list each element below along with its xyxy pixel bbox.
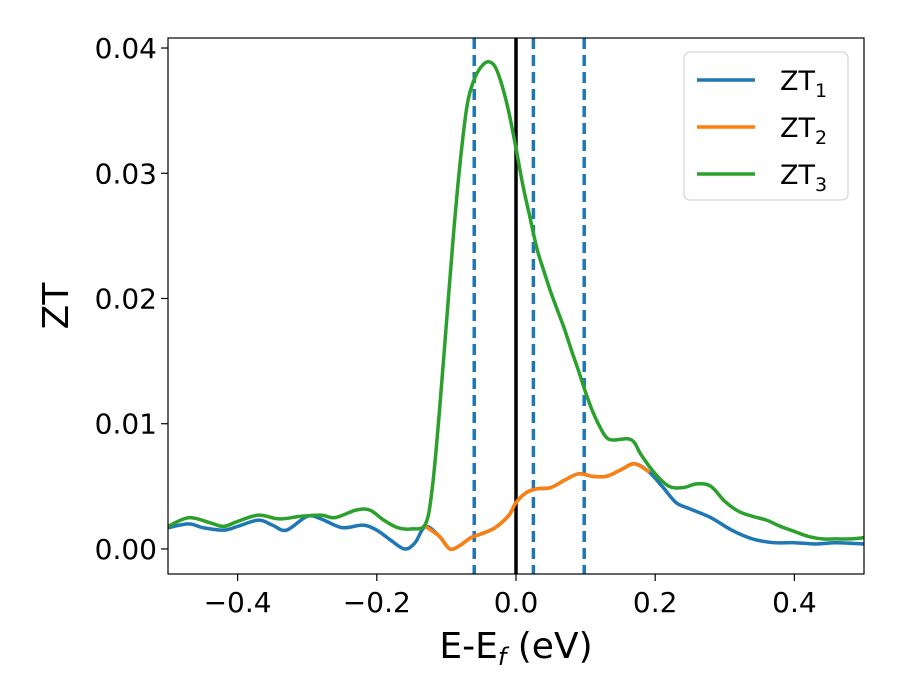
y-tick-label: 0.01 [95, 408, 157, 441]
y-axis-label: ZT [36, 282, 77, 330]
x-tick-label: 0.2 [633, 586, 678, 619]
x-tick-label: 0.4 [772, 586, 817, 619]
y-tick-label: 0.00 [95, 533, 157, 566]
vertical-reference-lines [472, 38, 586, 574]
series-line-zt2 [423, 462, 650, 552]
y-tick-label: 0.03 [95, 157, 157, 190]
x-axis-label: E-Ef (eV) [439, 626, 592, 671]
x-axis-ticks: −0.4 −0.2 0.0 0.2 0.4 [204, 574, 817, 619]
x-tick-label: −0.2 [343, 586, 411, 619]
x-tick-label: −0.4 [204, 586, 272, 619]
legend-label-zt1: ZT1 [780, 66, 827, 102]
legend-label-zt3: ZT3 [780, 160, 827, 196]
y-axis-ticks: 0.00 0.01 0.02 0.03 0.04 [95, 32, 168, 566]
series-line-zt3 [168, 60, 864, 541]
y-tick-label: 0.02 [95, 282, 157, 315]
series-layer [168, 60, 864, 552]
legend: ZT1 ZT2 ZT3 [683, 51, 849, 201]
legend-label-zt2: ZT2 [780, 113, 827, 149]
legend-box [683, 51, 849, 201]
x-tick-label: 0.0 [494, 586, 539, 619]
y-tick-label: 0.04 [95, 32, 157, 65]
